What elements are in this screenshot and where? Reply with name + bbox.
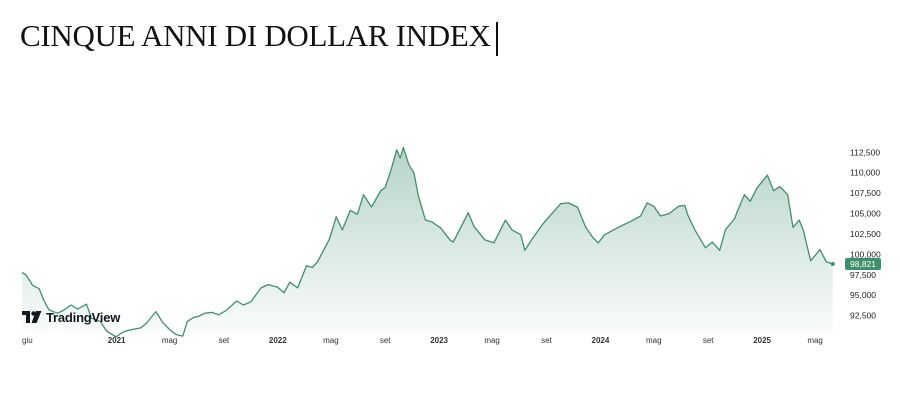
y-tick-label: 105,000 [850,209,881,219]
y-tick-label: 110,000 [850,168,880,178]
last-value-label: 98,821 [850,259,876,269]
x-tick-label: set [219,336,230,345]
y-tick-label: 92,500 [850,311,876,321]
x-tick-label: set [380,336,391,345]
x-tick-label: mag [646,336,662,345]
x-tick-label: 2025 [753,336,771,345]
x-tick-label: mag [323,336,339,345]
text-cursor [496,22,498,56]
last-value-badge [845,258,881,270]
tradingview-logo-text: TradingView [46,310,121,325]
y-tick-label: 95,000 [850,290,876,300]
y-tick-label: 107,500 [850,188,881,198]
tradingview-logo-icon [22,310,42,323]
x-tick-label: set [703,336,714,345]
page-title: CINQUE ANNI DI DOLLAR INDEX [20,18,491,53]
y-tick-label: 100,000 [850,249,881,259]
x-tick-label: mag [162,336,178,345]
x-tick-label: 2024 [592,336,610,345]
series-area-fill [22,147,833,337]
x-tick-label: mag [807,336,823,345]
y-tick-label: 102,500 [850,229,881,239]
x-tick-label: giu [22,336,33,345]
x-tick-label: 2021 [108,336,126,345]
y-tick-label: 112,500 [850,147,880,157]
y-tick-label: 97,500 [850,270,876,280]
series-line [21,146,834,338]
last-point-marker [830,262,835,266]
x-tick-label: 2023 [430,336,448,345]
tradingview-logo: TradingView [22,310,120,325]
x-tick-label: 2022 [269,336,287,345]
x-tick-label: mag [484,336,500,345]
x-tick-label: set [541,336,552,345]
